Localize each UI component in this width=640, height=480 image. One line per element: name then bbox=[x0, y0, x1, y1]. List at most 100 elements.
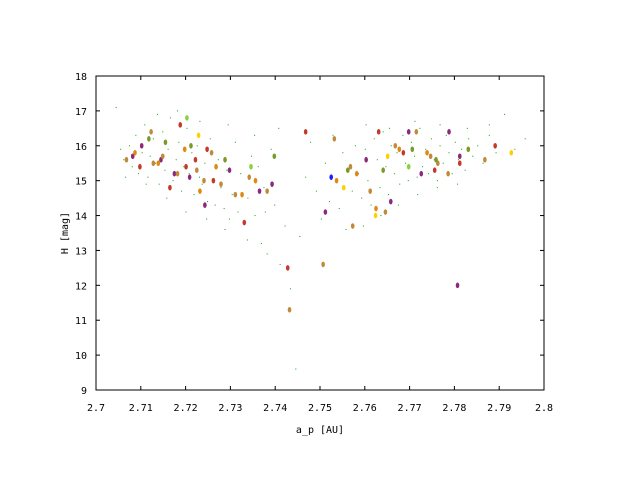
data-point-dot bbox=[419, 127, 421, 129]
data-point-dot bbox=[414, 155, 416, 157]
data-point-dot bbox=[141, 152, 143, 154]
data-point-marker bbox=[147, 136, 151, 142]
data-point-dot bbox=[214, 204, 216, 206]
data-point-dot bbox=[209, 138, 211, 140]
data-point-marker bbox=[139, 142, 144, 149]
data-point-dot bbox=[385, 166, 387, 168]
data-point-marker bbox=[303, 129, 308, 135]
data-point-dot bbox=[231, 194, 233, 196]
data-point-marker bbox=[447, 129, 451, 135]
data-point-marker bbox=[205, 146, 209, 153]
data-point-dot bbox=[399, 183, 401, 185]
data-point-dot bbox=[144, 124, 146, 126]
data-point-dot bbox=[131, 166, 133, 168]
data-point-dot bbox=[162, 131, 164, 133]
data-point-dot bbox=[204, 162, 206, 164]
data-point-marker bbox=[373, 212, 378, 219]
data-point-dot bbox=[388, 127, 390, 129]
data-point-dot bbox=[217, 159, 219, 161]
data-point-dot bbox=[115, 106, 117, 108]
data-point-marker bbox=[383, 209, 388, 215]
data-point-marker bbox=[151, 160, 156, 167]
data-point-dot bbox=[270, 148, 272, 150]
data-point-dot bbox=[379, 187, 381, 189]
data-point-dot bbox=[472, 155, 474, 157]
data-point-marker bbox=[457, 160, 462, 167]
data-point-dot bbox=[220, 187, 222, 189]
data-point-marker bbox=[233, 191, 238, 198]
data-point-dot bbox=[445, 134, 447, 136]
data-point-dot bbox=[250, 155, 252, 157]
data-point-dot bbox=[380, 215, 382, 217]
data-point-dot bbox=[328, 201, 330, 203]
data-point-marker bbox=[323, 209, 328, 215]
data-point-dot bbox=[354, 145, 356, 147]
data-point-marker bbox=[198, 188, 202, 194]
data-point-dot bbox=[129, 145, 131, 147]
data-point-dot bbox=[198, 176, 200, 178]
data-point-dot bbox=[177, 110, 179, 112]
data-point-marker bbox=[419, 170, 424, 177]
y-tick-label: 14 bbox=[75, 212, 87, 223]
data-point-dot bbox=[468, 138, 470, 140]
data-point-dot bbox=[185, 211, 187, 213]
data-point-dot bbox=[246, 239, 248, 241]
data-point-dot bbox=[172, 180, 174, 182]
data-point-marker bbox=[227, 167, 232, 173]
data-point-dot bbox=[135, 134, 137, 136]
data-point-marker bbox=[397, 146, 402, 153]
data-point-marker bbox=[341, 184, 346, 191]
x-tick-label: 2.7 bbox=[87, 403, 105, 414]
data-point-marker bbox=[434, 156, 438, 163]
data-point-dot bbox=[227, 124, 229, 126]
data-point-marker bbox=[414, 129, 419, 135]
data-point-dot bbox=[416, 176, 418, 178]
data-point-marker bbox=[374, 205, 378, 212]
y-tick-label: 17 bbox=[75, 107, 87, 118]
data-point-marker bbox=[124, 156, 129, 163]
data-point-dot bbox=[196, 145, 198, 147]
data-point-marker bbox=[483, 156, 487, 163]
data-point-marker bbox=[393, 142, 398, 149]
data-point-dot bbox=[223, 208, 225, 210]
data-point-marker bbox=[247, 174, 252, 180]
data-point-dot bbox=[338, 208, 340, 210]
data-point-dot bbox=[254, 134, 256, 136]
data-point-dot bbox=[442, 162, 444, 164]
data-point-marker bbox=[253, 177, 258, 184]
data-point-dot bbox=[324, 162, 326, 164]
data-point-dot bbox=[514, 148, 516, 150]
data-point-dot bbox=[188, 173, 190, 175]
data-point-marker bbox=[350, 223, 355, 229]
x-tick-label: 2.76 bbox=[353, 403, 377, 414]
data-point-dot bbox=[260, 242, 262, 244]
data-point-dot bbox=[315, 190, 317, 192]
data-point-marker bbox=[270, 181, 274, 187]
data-point-marker bbox=[446, 170, 450, 177]
data-point-dot bbox=[264, 211, 266, 213]
data-point-marker bbox=[193, 156, 198, 163]
data-point-dot bbox=[362, 225, 364, 227]
data-point-dot bbox=[464, 169, 466, 171]
data-point-marker bbox=[242, 219, 247, 226]
data-point-dot bbox=[266, 253, 268, 255]
y-tick-label: 10 bbox=[75, 351, 87, 362]
x-tick-label: 2.78 bbox=[442, 403, 466, 414]
data-point-dot bbox=[147, 176, 149, 178]
data-point-dot bbox=[278, 127, 280, 129]
data-point-dot bbox=[123, 159, 125, 161]
data-point-dot bbox=[410, 141, 412, 143]
data-point-marker bbox=[287, 306, 292, 313]
data-point-marker bbox=[345, 167, 350, 173]
data-point-dot bbox=[396, 152, 398, 154]
data-point-dot bbox=[183, 166, 185, 168]
data-point-marker bbox=[401, 149, 406, 156]
data-point-dot bbox=[451, 173, 453, 175]
data-point-marker bbox=[285, 265, 290, 271]
data-point-dot bbox=[439, 124, 441, 126]
data-point-marker bbox=[189, 142, 193, 149]
data-point-marker bbox=[410, 146, 415, 153]
y-tick-label: 13 bbox=[75, 246, 87, 257]
data-point-marker bbox=[364, 156, 368, 163]
data-point-marker bbox=[376, 129, 381, 135]
